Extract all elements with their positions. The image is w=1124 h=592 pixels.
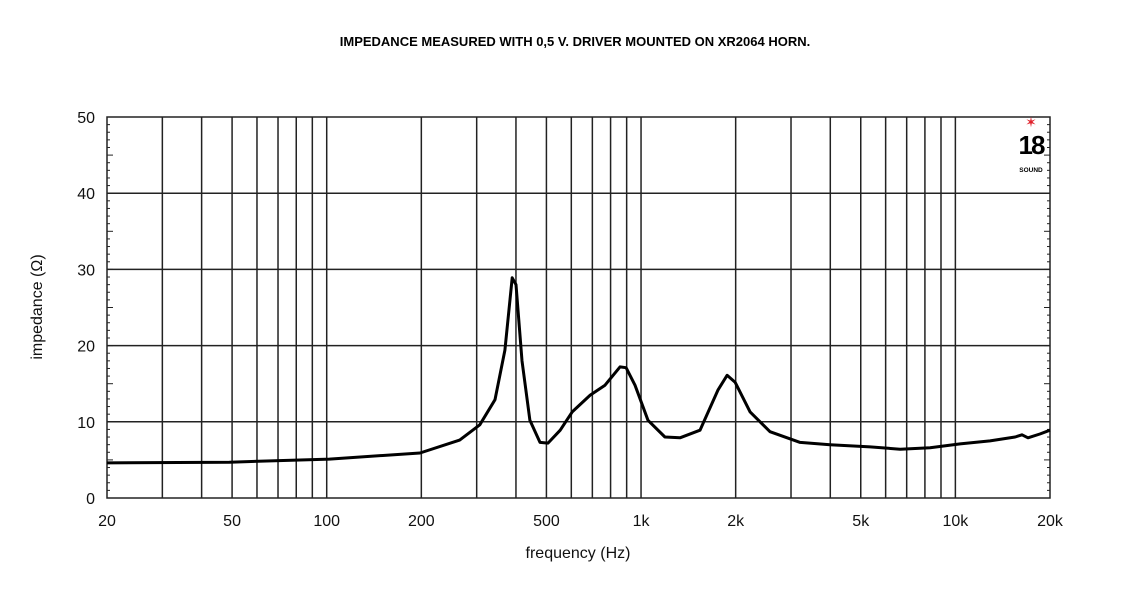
x-tick-label: 20k	[1037, 513, 1064, 530]
y-tick-label: 30	[77, 262, 95, 279]
x-tick-label: 500	[533, 513, 560, 530]
y-tick-label: 0	[86, 491, 95, 508]
logo-number: 18	[1019, 130, 1045, 160]
y-tick-label: 40	[77, 186, 95, 203]
tick-labels: 20 50 100 200 500 1k 2k 5k 10k 20k 0 10 20 30 40 50	[77, 110, 1064, 530]
x-tick-label: 200	[408, 513, 435, 530]
y-axis-label: impedance (Ω)	[29, 254, 46, 359]
y-tick-label: 10	[77, 415, 95, 432]
plot-frame	[106, 116, 1051, 499]
x-tick-label: 5k	[852, 513, 870, 530]
series-group	[106, 276, 1051, 465]
logo-text: SOUND	[1019, 167, 1043, 174]
x-tick-label: 50	[223, 513, 241, 530]
logo-star-icon: ✶	[1025, 114, 1037, 130]
brand-logo: ✶ 18 SOUND	[1019, 114, 1047, 174]
impedance-curve	[106, 276, 1051, 465]
x-tick-label: 10k	[942, 513, 969, 530]
x-tick-label: 100	[313, 513, 340, 530]
x-axis-label: frequency (Hz)	[526, 545, 631, 562]
y-tick-label: 20	[77, 339, 95, 356]
chart-title: IMPEDANCE MEASURED WITH 0,5 V. DRIVER MO…	[340, 34, 810, 49]
x-tick-label: 20	[98, 513, 116, 530]
x-tick-label: 2k	[727, 513, 745, 530]
x-tick-label: 1k	[633, 513, 651, 530]
grid	[106, 116, 1051, 499]
y-tick-label: 50	[77, 110, 95, 127]
